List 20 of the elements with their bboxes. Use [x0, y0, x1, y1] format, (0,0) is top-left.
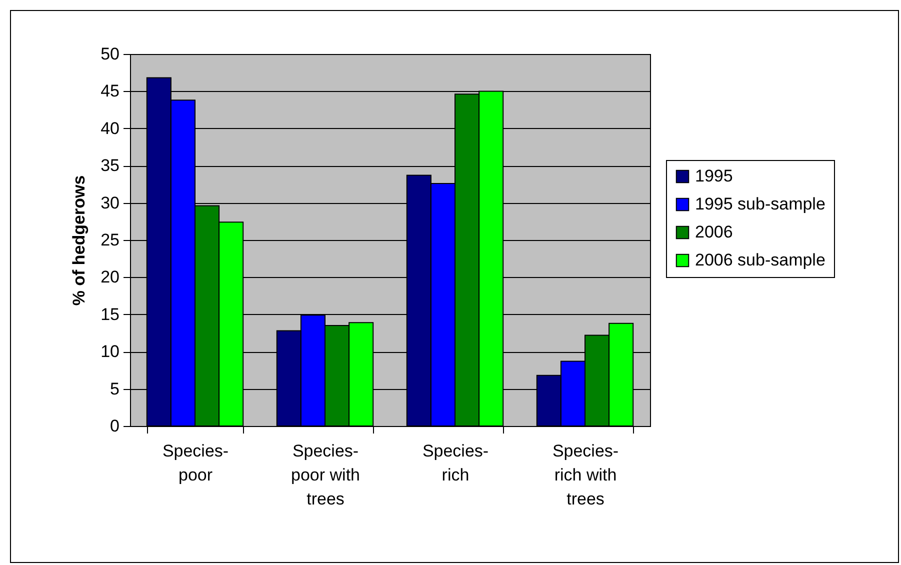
- y-axis-title: % of hedgerows: [70, 175, 89, 306]
- x-tick-label: Species-rich: [422, 442, 489, 484]
- y-tick-label: 5: [110, 379, 120, 398]
- y-tick-label: 30: [100, 193, 120, 212]
- y-tick-label: 10: [100, 342, 120, 362]
- legend-label: 2006: [695, 222, 733, 242]
- y-tick-label: 15: [100, 304, 120, 324]
- legend-label: 1995: [695, 166, 733, 186]
- x-tick-label: Species-poor with trees: [291, 442, 360, 508]
- y-tick-label: 25: [100, 230, 120, 250]
- y-tick-label: 0: [110, 416, 120, 436]
- x-tick-label: Species-poor: [162, 442, 229, 484]
- legend-label: 1995 sub-sample: [695, 194, 826, 214]
- y-tick-label: 35: [100, 156, 120, 176]
- y-tick-label: 20: [100, 268, 120, 287]
- y-tick-label: 50: [100, 44, 120, 64]
- legend-label: 2006 sub-sample: [695, 250, 826, 270]
- x-tick-label: Species-rich with trees: [552, 442, 619, 508]
- y-tick-label: 45: [100, 82, 120, 101]
- y-tick-label: 40: [100, 118, 120, 138]
